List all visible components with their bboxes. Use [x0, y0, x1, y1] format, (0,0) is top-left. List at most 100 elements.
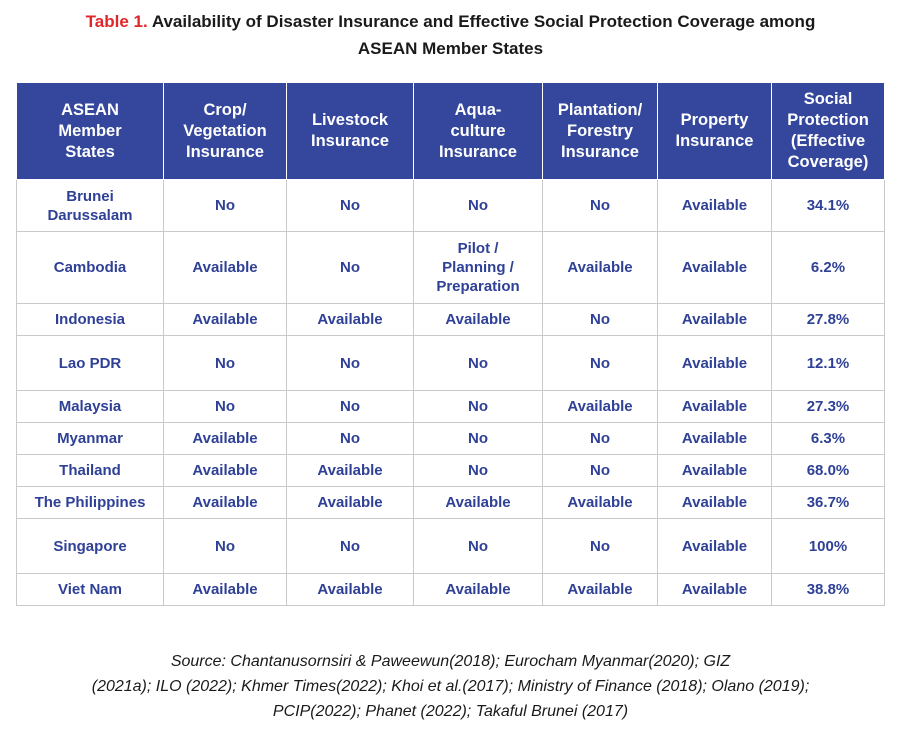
crop-cell: Available: [163, 486, 287, 519]
member-state-cell: The Philippines: [16, 486, 164, 519]
property-cell: Available: [657, 486, 772, 519]
cell-text: No: [340, 398, 360, 415]
col-header-plantation-insurance: Plantation/Forestry Insurance: [542, 82, 658, 180]
plantation-cell: No: [542, 422, 658, 455]
aquaculture-cell: No: [413, 390, 543, 423]
plantation-cell: No: [542, 303, 658, 336]
property-cell: Available: [657, 179, 772, 232]
cell-text: Available: [681, 462, 748, 479]
source-line-2: (2021a); ILO (2022); Khmer Times(2022); …: [91, 678, 810, 695]
cell-text: No: [215, 354, 235, 372]
property-cell: Available: [657, 422, 772, 455]
cell-text: 68.0%: [806, 462, 850, 479]
member-state-cell: Cambodia: [16, 231, 164, 304]
cell-text: Darussalam: [47, 206, 133, 224]
cell-text: 6.3%: [810, 430, 846, 447]
member-state-cell: Thailand: [16, 454, 164, 487]
table-row: Myanmar Available No No No Available 6.3%: [16, 422, 885, 455]
cell-text: Indonesia: [54, 311, 125, 328]
aquaculture-cell: Available: [413, 303, 543, 336]
cell-text: No: [468, 398, 488, 415]
member-state-cell: Brunei Darussalam: [16, 179, 164, 232]
cell-text: Available: [567, 398, 633, 415]
source-line-1: Source: Chantanusornsiri & Paweewun(2018…: [170, 653, 731, 670]
property-cell: Available: [657, 303, 772, 336]
table-row: Brunei Darussalam No No No No Available 34.1%: [16, 179, 885, 232]
crop-cell: No: [163, 335, 287, 391]
cell-text: Insurance: [561, 142, 639, 161]
cell-text: Forestry: [566, 121, 634, 140]
social-protection-cell: 6.2%: [771, 231, 885, 304]
plantation-cell: Available: [542, 486, 658, 519]
caption-label: Table 1.: [85, 12, 148, 31]
cell-text: Protection: [787, 111, 869, 129]
member-state-cell: Lao PDR: [16, 335, 164, 391]
cell-text: Available: [681, 197, 748, 214]
cell-text: No: [590, 197, 610, 214]
cell-text: Available: [567, 581, 633, 598]
social-protection-cell: 27.3%: [771, 390, 885, 423]
property-cell: Available: [657, 454, 772, 487]
cell-text: 36.7%: [806, 494, 850, 511]
cell-text: No: [340, 197, 360, 214]
cell-text: No: [590, 354, 610, 372]
crop-cell: No: [163, 390, 287, 423]
social-protection-cell: 68.0%: [771, 454, 885, 487]
crop-cell: Available: [163, 573, 287, 606]
property-cell: Available: [657, 335, 772, 391]
social-protection-cell: 34.1%: [771, 179, 885, 232]
aquaculture-cell: No: [413, 422, 543, 455]
cell-text: No: [590, 430, 610, 447]
cell-text: Insurance: [311, 132, 389, 150]
cell-text: Livestock: [311, 111, 389, 129]
cell-text: Singapore: [53, 537, 127, 555]
cell-text: Vegetation: [183, 121, 267, 140]
cell-text: The Philippines: [34, 494, 146, 511]
cell-text: No: [468, 197, 488, 214]
insurance-table: ASEAN Member States Crop/Vegetation Insuran…: [16, 82, 885, 606]
cell-text: culture: [450, 121, 506, 140]
cell-text: Available: [681, 537, 748, 555]
cell-text: 38.8%: [806, 581, 850, 598]
col-header-crop-insurance: Crop/Vegetation Insurance: [163, 82, 287, 180]
caption-line-1: Table 1. Availability of Disaster Insura…: [0, 8, 901, 35]
cell-text: Member: [58, 121, 122, 140]
cell-text: Aqua-: [454, 100, 502, 119]
crop-cell: No: [163, 179, 287, 232]
member-state-cell: Myanmar: [16, 422, 164, 455]
member-state-cell: Viet Nam: [16, 573, 164, 606]
cell-text: Available: [567, 259, 633, 276]
cell-text: Cambodia: [53, 259, 127, 276]
cell-text: Available: [317, 462, 383, 479]
cell-text: Available: [681, 259, 748, 276]
cell-text: No: [215, 398, 235, 415]
cell-text: Plantation/: [557, 100, 643, 119]
cell-text: 6.2%: [810, 259, 846, 276]
livestock-cell: Available: [286, 486, 414, 519]
col-header-social-protection: Social Protection (Effective Coverage): [771, 82, 885, 180]
cell-text: Available: [681, 430, 748, 447]
cell-text: No: [590, 537, 610, 555]
plantation-cell: No: [542, 518, 658, 574]
cell-text: Available: [317, 581, 383, 598]
cell-text: Available: [192, 581, 258, 598]
property-cell: Available: [657, 518, 772, 574]
member-state-cell: Singapore: [16, 518, 164, 574]
plantation-cell: Available: [542, 390, 658, 423]
aquaculture-cell: No: [413, 454, 543, 487]
cell-text: Myanmar: [57, 430, 123, 447]
table-row: Indonesia Available Available Available No Av…: [16, 303, 885, 336]
col-header-property-insurance: Property Insurance: [657, 82, 772, 180]
table-row: Malaysia No No No Available Available 27.3%: [16, 390, 885, 423]
source-note: Source: Chantanusornsiri & Paweewun(2018…: [0, 649, 901, 724]
cell-text: Insurance: [675, 132, 754, 150]
cell-text: No: [468, 462, 488, 479]
table-row: Singapore No No No No Available 100%: [16, 518, 885, 574]
crop-cell: Available: [163, 231, 287, 304]
cell-text: No: [590, 462, 610, 479]
cell-text: No: [215, 197, 235, 214]
cell-text: Crop/: [203, 100, 247, 119]
cell-text: Available: [445, 494, 511, 511]
aquaculture-cell: Available: [413, 573, 543, 606]
cell-text: No: [340, 354, 360, 372]
